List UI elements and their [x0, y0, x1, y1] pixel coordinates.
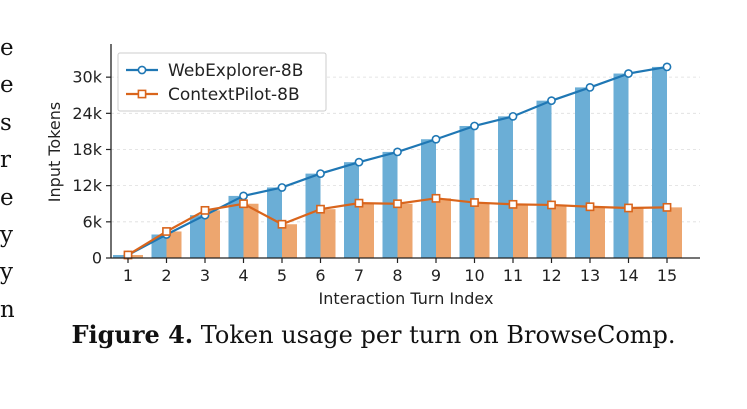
x-tick-label: 3: [200, 266, 210, 285]
x-tick-label: 2: [161, 266, 171, 285]
point-contextpilot: [200, 205, 210, 215]
point-webexplorer: [393, 147, 402, 157]
x-tick-label: 14: [618, 266, 638, 285]
point-contextpilot: [662, 202, 672, 212]
bar-contextpilot: [628, 207, 644, 258]
x-tick-label: 11: [503, 266, 523, 285]
bar-contextpilot: [282, 224, 297, 258]
legend-box: [117, 52, 327, 112]
point-contextpilot: [277, 219, 287, 229]
point-contextpilot: [547, 200, 556, 210]
point-contextpilot: [431, 193, 441, 203]
y-tick-label: 24k: [72, 104, 102, 123]
bar-contextpilot: [551, 204, 567, 258]
point-webexplorer: [662, 62, 672, 72]
legend-marker-contextpilot: [137, 89, 147, 99]
bar-contextpilot: [667, 207, 682, 258]
bar-contextpilot: [474, 202, 490, 258]
text-fragment: e: [0, 35, 14, 61]
x-tick-label: 5: [277, 266, 287, 285]
x-tick-label: 15: [657, 266, 677, 285]
y-tick-label: 6k: [83, 212, 103, 231]
bar-webexplorer: [575, 87, 590, 258]
y-tick-label: 18k: [72, 140, 102, 159]
point-contextpilot: [354, 198, 364, 208]
x-axis-label: Interaction Turn Index: [319, 289, 494, 308]
bar-webexplorer: [305, 173, 321, 258]
bar-contextpilot: [128, 254, 143, 258]
point-webexplorer: [354, 157, 364, 167]
text-fragment: e: [0, 72, 14, 99]
point-webexplorer: [624, 69, 633, 78]
x-tick-label: 10: [464, 266, 484, 285]
x-tick-label: 1: [123, 266, 133, 285]
bar-contextpilot: [359, 203, 374, 258]
bar-webexplorer: [382, 151, 398, 258]
bar-webexplorer: [113, 254, 128, 258]
point-webexplorer: [470, 121, 479, 131]
bar-webexplorer: [459, 125, 475, 259]
text-fragment: e: [0, 184, 14, 211]
point-contextpilot: [585, 202, 595, 212]
x-tick-label: 4: [238, 266, 248, 285]
point-contextpilot: [470, 198, 479, 207]
bar-contextpilot: [513, 204, 528, 258]
figure-caption: Figure 4. Token usage per turn on Browse…: [0, 320, 747, 349]
point-webexplorer: [277, 183, 287, 192]
point-contextpilot: [508, 199, 518, 209]
bar-webexplorer: [498, 116, 513, 258]
bar-contextpilot: [320, 209, 336, 258]
point-webexplorer: [431, 134, 441, 144]
bar-contextpilot: [166, 231, 182, 258]
y-tick-label: 12k: [72, 176, 102, 195]
point-contextpilot: [162, 227, 171, 236]
x-tick-label: 12: [541, 266, 561, 285]
text-fragment: y: [0, 222, 13, 249]
point-webexplorer: [316, 169, 325, 179]
y-tick-label: 0: [92, 249, 102, 268]
point-webexplorer: [547, 96, 556, 106]
truncated-body-text: e e s r e y y n: [0, 30, 14, 329]
y-tick-label: 30k: [72, 68, 102, 87]
x-tick-label: 9: [431, 266, 441, 285]
x-tick-label: 8: [392, 266, 402, 285]
point-webexplorer: [508, 111, 518, 121]
point-contextpilot: [624, 203, 633, 213]
point-webexplorer: [239, 191, 248, 201]
lines: [123, 62, 672, 260]
bar-contextpilot: [397, 203, 413, 258]
x-tick-label: 6: [315, 266, 325, 285]
figure-label: Figure 4.: [71, 320, 194, 349]
legend-label-webexplorer: WebExplorer-8B: [168, 61, 303, 81]
point-contextpilot: [393, 199, 402, 209]
legend-marker-webexplorer: [137, 65, 147, 75]
bar-contextpilot: [436, 198, 451, 258]
bar-webexplorer: [190, 215, 205, 258]
bar-webexplorer: [536, 100, 552, 258]
bar-webexplorer: [267, 187, 282, 258]
bar-webexplorer: [613, 73, 629, 258]
x-tick-label: 13: [580, 266, 600, 285]
point-contextpilot: [316, 204, 325, 214]
figure-caption-text: Token usage per turn on BrowseComp.: [193, 321, 676, 349]
bar-webexplorer: [652, 66, 667, 258]
legend: WebExplorer-8B ContextPilot-8B: [117, 52, 327, 112]
legend-label-contextpilot: ContextPilot-8B: [168, 85, 300, 105]
text-fragment: y: [0, 259, 13, 286]
text-fragment: n: [0, 296, 14, 323]
bar-contextpilot: [590, 206, 605, 258]
y-axis-label: Input Tokens: [45, 102, 64, 202]
x-tick-label: 7: [354, 266, 364, 285]
point-contextpilot: [239, 199, 248, 209]
point-webexplorer: [585, 83, 595, 92]
bar-webexplorer: [344, 162, 359, 258]
text-fragment: r: [0, 147, 11, 174]
text-fragment: s: [0, 109, 12, 136]
bar-webexplorer: [228, 195, 244, 258]
bar-contextpilot: [243, 203, 259, 258]
bar-contextpilot: [205, 210, 220, 258]
